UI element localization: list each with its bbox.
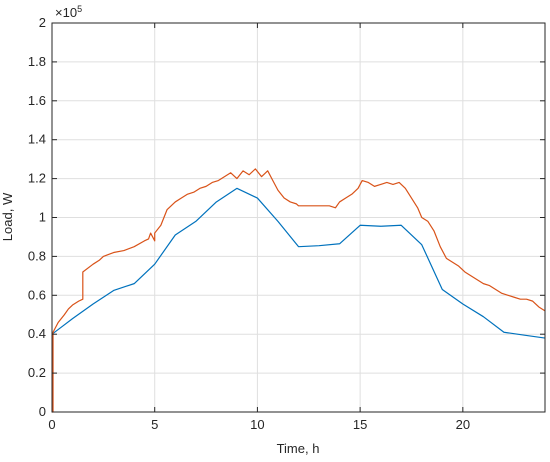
series-line-1 [51, 187, 546, 339]
x-tick-label: 15 [353, 417, 367, 432]
y-axis-exponent: ×105 [55, 4, 82, 20]
y-tick-label: 0.6 [28, 287, 46, 302]
x-tick-label: 20 [456, 417, 470, 432]
y-tick-label: 2 [39, 15, 46, 30]
series-group [51, 168, 546, 413]
y-tick-label: 1 [39, 210, 46, 225]
y-axis-exponent-power: 5 [77, 4, 82, 14]
y-tick-label: 0.8 [28, 248, 46, 263]
x-tick-label: 10 [250, 417, 264, 432]
y-axis-exponent-base: ×10 [55, 5, 77, 20]
ticks: 0 5 10 15 20 0 0.2 0.4 0.6 0.8 1 1.2 1.4 1.6 1.8 2 [28, 15, 545, 432]
y-tick-label: 1.2 [28, 171, 46, 186]
y-tick-label: 0.2 [28, 365, 46, 380]
y-tick-label: 0.4 [28, 326, 46, 341]
y-axis-label: Load, W [0, 192, 15, 241]
y-tick-label: 1.4 [28, 132, 46, 147]
y-tick-label: 1.8 [28, 54, 46, 69]
x-tick-label: 0 [48, 417, 55, 432]
series-line-2 [52, 168, 546, 413]
x-axis-label: Time, h [277, 441, 320, 456]
x-tick-label: 5 [151, 417, 158, 432]
y-tick-label: 0 [39, 404, 46, 419]
grid [52, 23, 545, 412]
y-tick-label: 1.6 [28, 93, 46, 108]
